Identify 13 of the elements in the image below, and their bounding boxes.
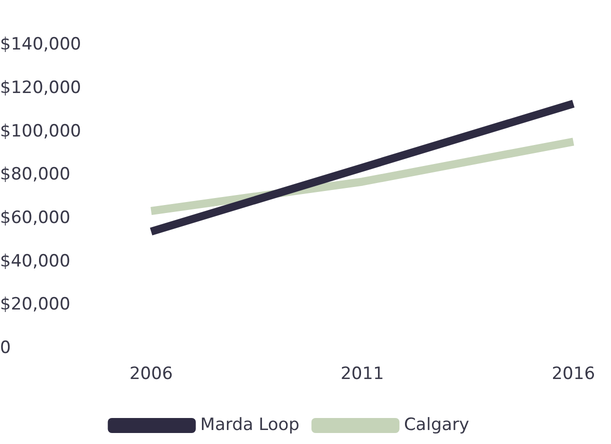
y-tick-label: $80,000: [0, 164, 70, 185]
y-tick-label: 0: [0, 338, 11, 358]
y-tick-label: $120,000: [0, 78, 82, 98]
x-tick-label: 2011: [340, 364, 384, 384]
y-tick-label: $140,000: [0, 34, 82, 55]
y-tick-label: $60,000: [0, 208, 70, 228]
y-tick-label: $20,000: [0, 294, 70, 315]
legend-label: Marda Loop: [200, 414, 300, 435]
x-tick-label: 2016: [552, 364, 595, 384]
y-tick-label: $40,000: [0, 251, 70, 272]
x-tick-label: 2006: [129, 364, 173, 384]
y-tick-label: $100,000: [0, 121, 82, 142]
legend-label: Calgary: [404, 414, 470, 435]
